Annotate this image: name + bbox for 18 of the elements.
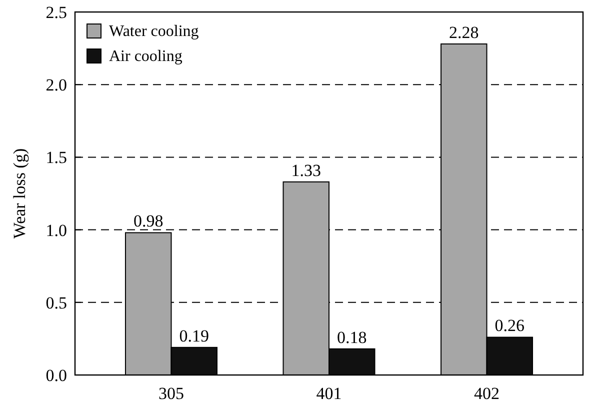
- y-tick-label: 1.0: [46, 220, 67, 240]
- data-label: 0.26: [494, 316, 525, 336]
- data-label: 0.98: [133, 212, 164, 231]
- y-tick-label: 0.0: [46, 366, 67, 385]
- y-tick-label: 2.0: [46, 76, 67, 95]
- data-label: 0.18: [337, 328, 367, 347]
- data-label: 1.33: [291, 160, 321, 180]
- x-tick-label: 305: [158, 384, 184, 403]
- data-label: 2.28: [449, 22, 479, 42]
- y-tick-label: 0.5: [46, 293, 67, 312]
- data-label: 0.19: [179, 326, 209, 346]
- y-tick-label: 1.5: [46, 148, 67, 168]
- legend-label: Water cooling: [109, 23, 199, 40]
- y-tick-label: 2.5: [46, 2, 67, 22]
- x-tick-label: 402: [474, 384, 500, 403]
- legend-label: Air cooling: [109, 48, 182, 65]
- x-tick-label: 401: [316, 384, 342, 403]
- y-axis-title: Wear loss (g): [10, 148, 29, 239]
